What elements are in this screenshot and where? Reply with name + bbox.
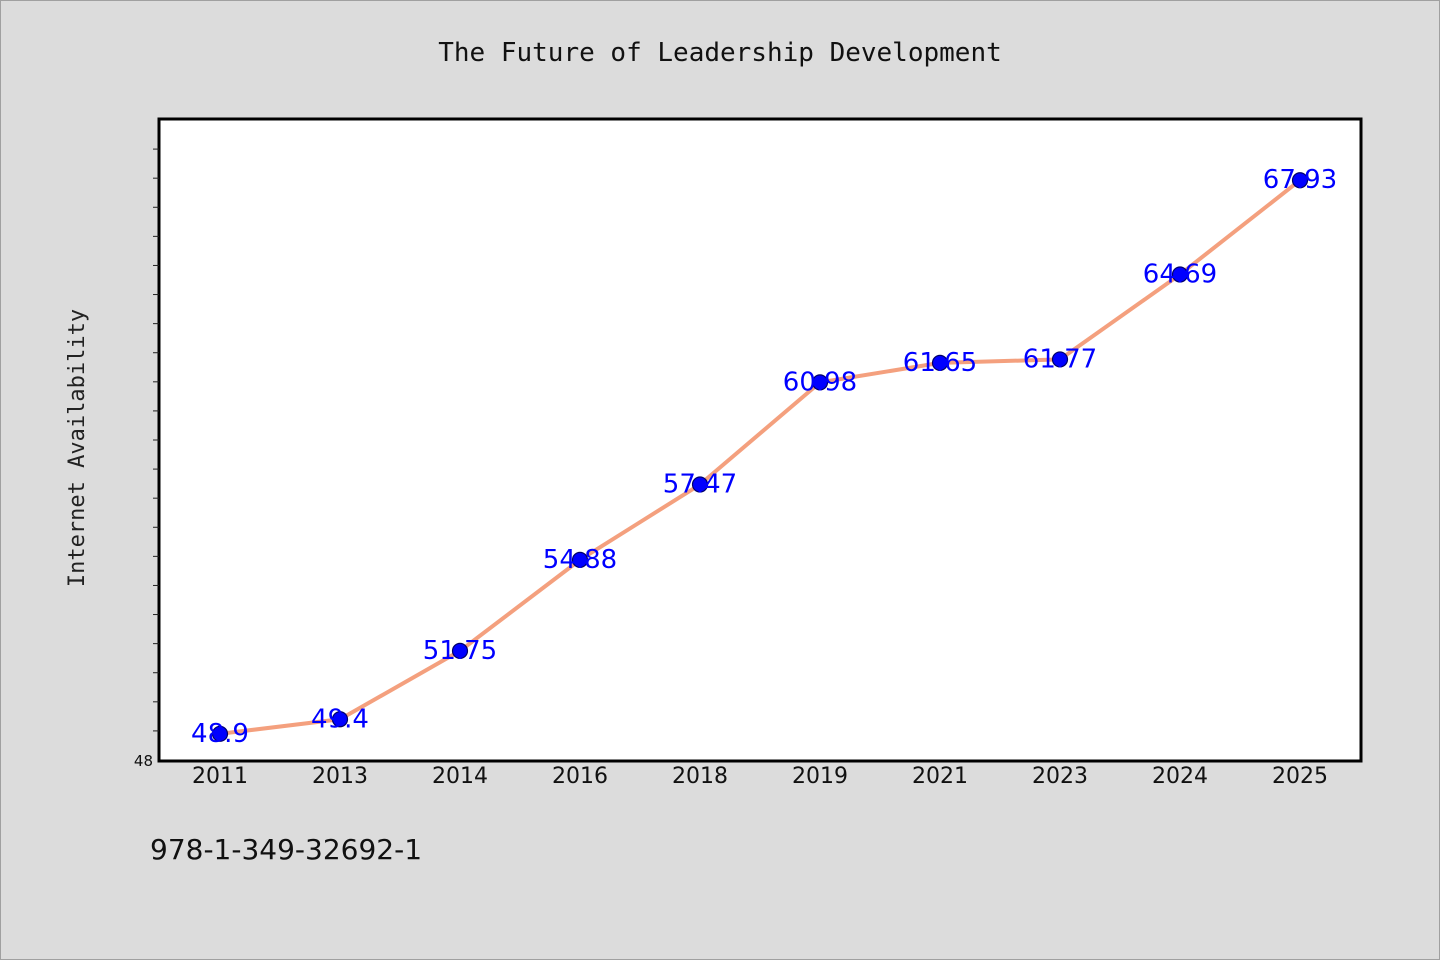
x-axis-ticks: 2011 2013 2014 2016 2018 2019 2021 2023 2024 2025 (192, 764, 1328, 789)
data-point-marker (811, 374, 829, 391)
data-point-marker (571, 551, 589, 568)
data-point-marker (691, 476, 709, 493)
data-label: 60.98 (783, 367, 857, 397)
data-label: 61.77 (1023, 344, 1097, 374)
x-tick-label: 2016 (552, 764, 608, 789)
x-tick-label: 2024 (1152, 764, 1208, 789)
data-point-marker (211, 725, 229, 742)
data-point-marker (331, 711, 349, 728)
x-tick-label: 2011 (192, 764, 248, 789)
data-label: 49.4 (311, 704, 369, 734)
x-tick-label: 2014 (432, 764, 488, 789)
chart-title: The Future of Leadership Development (438, 38, 1002, 68)
data-label: 48.9 (191, 719, 249, 749)
x-tick-label: 2021 (912, 764, 968, 789)
y-axis-ticks: 48 (134, 148, 159, 770)
data-label: 51.75 (423, 636, 497, 666)
data-label: 54.88 (543, 545, 617, 575)
x-tick-label: 2023 (1032, 764, 1088, 789)
series-line (218, 178, 1302, 736)
data-label: 61.65 (903, 348, 977, 378)
data-labels: 48.9 49.4 51.75 54.88 57.47 60.98 61.65 61.77 64… (191, 165, 1337, 749)
y-tick-label: 48 (134, 752, 153, 770)
data-point-marker (1051, 351, 1069, 368)
data-point-marker (1171, 266, 1189, 283)
data-point-marker (931, 354, 949, 372)
series-line-group (218, 178, 1302, 736)
x-tick-label: 2013 (312, 764, 368, 789)
series-markers (211, 172, 1309, 742)
data-label: 57.47 (663, 470, 737, 500)
isbn-footnote: 978-1-349-32692-1 (150, 833, 423, 866)
data-point-marker (1291, 172, 1309, 189)
data-label: 67.93 (1263, 165, 1337, 195)
x-tick-label: 2025 (1272, 764, 1328, 789)
x-tick-label: 2018 (672, 764, 728, 789)
y-axis-label: Internet Availability (65, 309, 90, 587)
plot-area (157, 117, 1363, 763)
data-point-marker (451, 642, 469, 660)
x-tick-label: 2019 (792, 764, 848, 789)
data-label: 64.69 (1143, 259, 1217, 289)
